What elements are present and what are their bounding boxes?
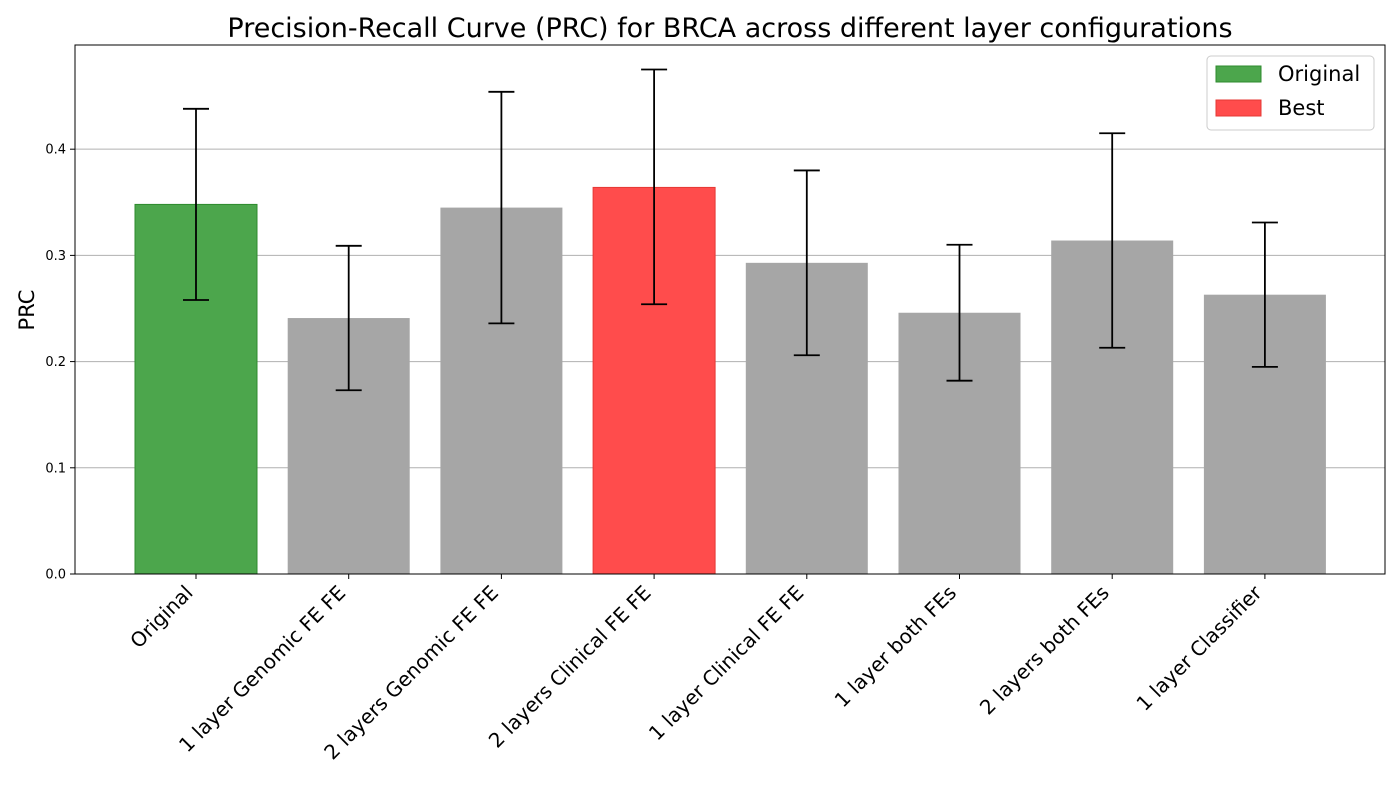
grid-lines xyxy=(75,148,1385,469)
legend-swatch-original xyxy=(1215,65,1262,83)
x-tick-label: 2 layers both FEs xyxy=(975,581,1114,720)
x-tick-label: 2 layers Genomic FE FE xyxy=(319,581,503,765)
legend-label-best: Best xyxy=(1278,96,1325,120)
y-axis-ticks: 0.0 0.1 0.2 0.3 0.4 xyxy=(45,143,75,583)
legend: Original Best xyxy=(1206,55,1375,131)
legend-swatch-best xyxy=(1215,99,1262,117)
legend-label-original: Original xyxy=(1278,62,1360,86)
y-tick-label: 0.3 xyxy=(45,249,66,264)
x-tick-label: 1 layer Genomic FE FE xyxy=(174,581,350,757)
y-tick-label: 0.4 xyxy=(45,143,66,158)
x-tick-label: 1 layer Clinical FE FE xyxy=(644,581,809,746)
plot-area-frame xyxy=(74,44,1386,575)
chart-title: Precision-Recall Curve (PRC) for BRCA ac… xyxy=(227,13,1232,44)
x-tick-label: Original xyxy=(125,581,197,653)
x-tick-label: 1 layer both FEs xyxy=(830,581,962,713)
y-tick-label: 0.1 xyxy=(45,461,66,476)
x-tick-label: 2 layers Clinical FE FE xyxy=(484,581,656,753)
x-tick-label: 1 layer Classifier xyxy=(1131,580,1267,716)
bars xyxy=(134,186,1326,575)
y-axis-label: PRC xyxy=(15,290,39,331)
error-bars xyxy=(183,68,1278,392)
y-tick-label: 0.2 xyxy=(45,355,66,370)
y-tick-label: 0.0 xyxy=(45,568,66,583)
